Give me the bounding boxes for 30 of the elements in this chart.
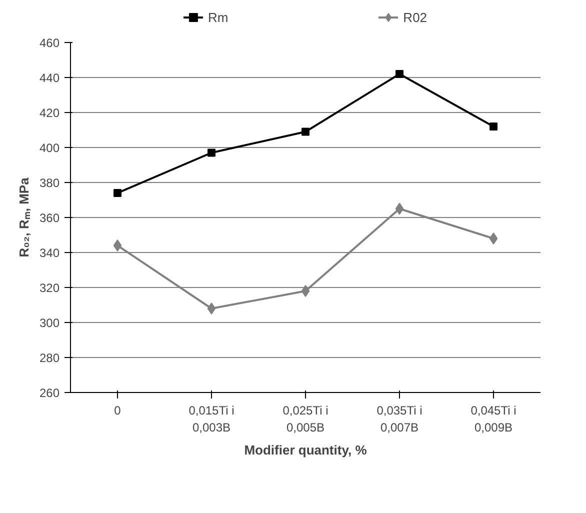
point [396,70,404,78]
x-tick-label: 0 [114,404,122,418]
x-axis-title: Modifier quantity, % [244,442,368,458]
point [490,122,498,130]
x-tick-label: 0,015Ti i 0,003B [188,404,234,434]
y-tick-label: 340 [39,246,60,260]
y-tick-label: 460 [39,36,60,50]
point [207,302,216,314]
point [395,202,404,215]
y-tick-label: 400 [39,141,60,155]
point [301,285,310,297]
x-tick-label: 0,025Ti i 0,005B [282,404,328,434]
x-tick-label: 0,035Ti i 0,007B [376,404,422,434]
x-tick-label: 0,045Ti i 0,009B [470,404,516,434]
point [208,148,216,157]
legend-label: R02 [403,10,428,24]
y-tick-label: 280 [39,351,60,365]
y-tick-label: 440 [39,71,60,85]
point [113,240,122,252]
y-tick-label: 360 [39,211,60,225]
point [114,189,122,197]
y-tick-label: 260 [39,386,60,400]
point [489,232,498,244]
y-tick-label: 320 [39,281,60,295]
legend-label: Rm [208,10,228,24]
point [302,128,310,136]
y-tick-label: 300 [39,316,60,330]
y-tick-label: 380 [39,176,60,190]
y-axis-title: R₀₂, Rₘ, MPa [16,176,32,258]
y-tick-label: 420 [39,106,60,120]
